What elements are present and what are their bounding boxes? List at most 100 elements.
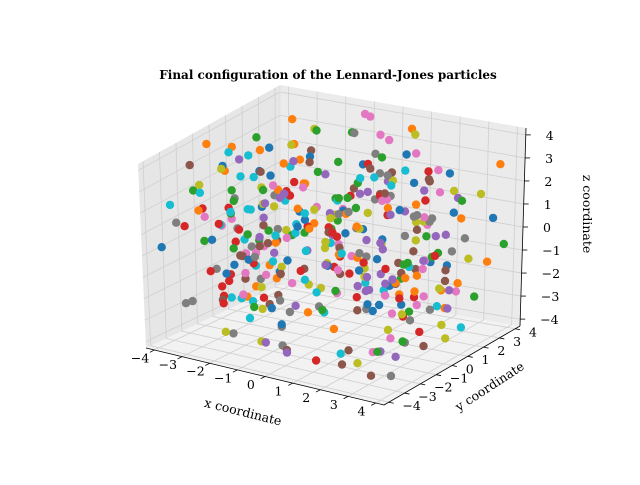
particle-point — [387, 181, 396, 190]
particle-point — [422, 232, 431, 241]
particle-point — [353, 306, 362, 315]
particle-point — [252, 133, 261, 142]
z-axis-label: z coordinate — [580, 175, 595, 254]
particle-point — [261, 270, 271, 279]
particle-point — [378, 245, 387, 254]
particle-point — [453, 279, 462, 288]
particle-point — [402, 150, 411, 159]
particle-point — [255, 242, 264, 251]
particle-point — [249, 172, 258, 182]
particle-point — [337, 360, 347, 369]
particle-point — [386, 210, 395, 219]
particle-point — [194, 206, 203, 215]
y-tick-mark — [436, 374, 442, 377]
particle-point — [275, 296, 285, 305]
particle-point — [434, 166, 443, 175]
particle-point — [268, 181, 278, 190]
particle-point — [267, 303, 276, 313]
particle-point — [496, 160, 505, 169]
particle-point — [217, 164, 226, 174]
particle-point — [457, 196, 467, 205]
particle-point — [449, 208, 458, 217]
particle-point — [218, 282, 227, 291]
x-tick-label: −2 — [186, 364, 204, 379]
particle-point — [457, 214, 466, 223]
particle-point — [376, 130, 385, 139]
particle-point — [368, 306, 377, 316]
x-tick-mark — [343, 396, 349, 400]
particle-point — [464, 254, 473, 263]
z-tick-label: 0 — [543, 220, 551, 235]
particle-point — [273, 224, 282, 234]
particle-point — [318, 305, 327, 315]
particle-point — [411, 264, 420, 274]
y-grid-line — [142, 161, 389, 403]
x-tick-mark — [205, 362, 210, 366]
particle-point — [380, 291, 390, 300]
x-tick-label: 1 — [275, 384, 283, 399]
y-tick-mark — [420, 383, 426, 386]
z-tick-label: −3 — [541, 289, 559, 304]
particle-point — [331, 286, 340, 296]
particle-point — [362, 235, 371, 245]
x-grid-line — [320, 116, 461, 391]
particle-point — [432, 302, 442, 311]
x-tick-label: 4 — [358, 403, 366, 418]
particle-point — [263, 239, 273, 248]
particle-point — [388, 275, 397, 284]
particle-point — [405, 316, 415, 325]
particle-point — [287, 140, 296, 149]
z-tick-label: 2 — [544, 174, 552, 189]
particle-point — [401, 166, 410, 175]
particle-point — [157, 243, 166, 252]
y-grid-line — [274, 87, 516, 330]
particle-point — [412, 300, 421, 310]
particle-point — [312, 288, 321, 297]
particle-point — [373, 347, 382, 356]
particle-point — [310, 205, 319, 214]
particle-point — [285, 307, 295, 317]
x-tick-mark — [288, 382, 293, 386]
particle-point — [185, 160, 194, 170]
particle-point — [355, 249, 364, 258]
particle-point — [366, 371, 376, 380]
x-tick-label: 0 — [247, 377, 255, 392]
particle-point — [289, 157, 298, 166]
particle-point — [245, 313, 255, 323]
particle-point — [229, 196, 238, 206]
particle-point — [383, 325, 393, 335]
y-tick-label: 4 — [529, 325, 537, 340]
z-tick-label: 4 — [546, 128, 554, 143]
particle-point — [305, 224, 314, 233]
y-tick-mark — [499, 337, 505, 340]
particle-point — [305, 158, 314, 167]
particle-point — [437, 320, 446, 330]
particle-point — [255, 145, 265, 155]
particle-point — [200, 212, 209, 221]
particle-point — [329, 324, 339, 334]
x-tick-mark — [371, 402, 376, 406]
particle-point — [214, 219, 223, 229]
y-grid-line — [241, 106, 484, 348]
particle-point — [279, 159, 288, 168]
x-grid-line — [154, 86, 289, 351]
particle-point — [476, 189, 486, 199]
particle-point — [386, 334, 395, 343]
particle-point — [391, 352, 400, 361]
y-tick-label: −2 — [434, 380, 452, 395]
y-tick-mark — [404, 392, 410, 395]
particle-point — [385, 135, 394, 145]
particle-point — [343, 193, 352, 203]
particle-point — [241, 268, 250, 278]
particle-point — [425, 305, 435, 314]
particle-point — [291, 301, 300, 310]
x-tick-label: −1 — [214, 370, 232, 385]
particle-point — [260, 199, 270, 208]
y-tick-label: 1 — [482, 352, 490, 367]
particle-point — [397, 300, 406, 309]
x-tick-label: 2 — [302, 390, 310, 405]
particle-point — [447, 247, 457, 256]
x-grid-line — [209, 96, 347, 364]
particle-point — [435, 188, 445, 197]
